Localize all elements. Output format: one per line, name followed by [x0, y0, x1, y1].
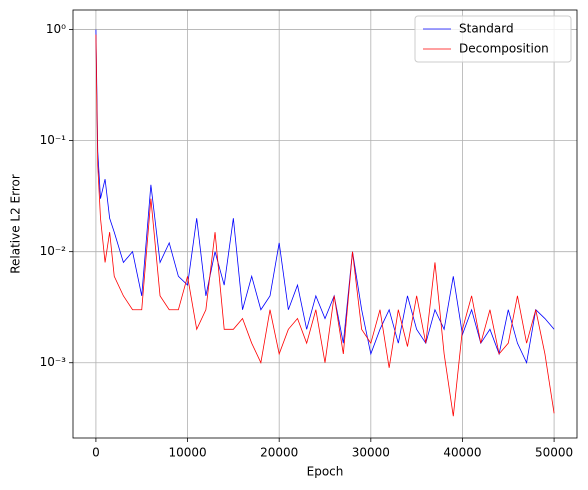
x-tick-label: 30000	[352, 446, 390, 460]
x-tick-label: 50000	[535, 446, 573, 460]
x-tick-label: 10000	[168, 446, 206, 460]
legend-label: Decomposition	[459, 42, 549, 56]
plot-frame	[72, 9, 578, 439]
x-tick-label: 0	[92, 446, 100, 460]
x-tick-label: 40000	[443, 446, 481, 460]
y-tick-label: 10⁻¹	[40, 133, 67, 147]
x-axis-label: Epoch	[307, 465, 344, 479]
y-tick-label: 10⁻³	[40, 355, 67, 369]
y-tick-label: 10⁻²	[40, 244, 67, 258]
y-axis-label: Relative L2 Error	[9, 174, 23, 274]
x-tick-label: 20000	[260, 446, 298, 460]
series-line	[95, 34, 555, 417]
legend-label: Standard	[459, 22, 514, 36]
y-tick-label: 10⁰	[46, 22, 66, 36]
series-line	[95, 29, 555, 365]
legend-box	[414, 15, 572, 63]
